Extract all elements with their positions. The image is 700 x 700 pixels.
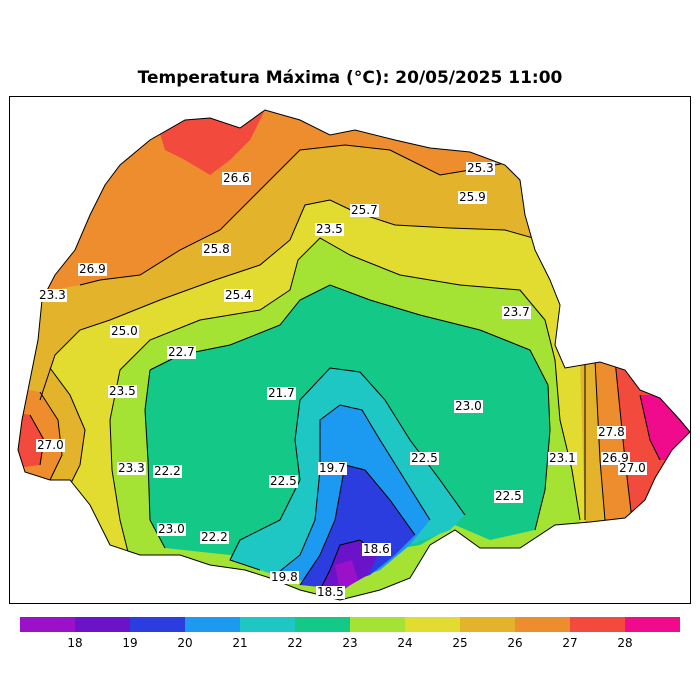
contour-label: 23.3: [117, 461, 146, 475]
contour-label: 22.7: [167, 345, 196, 359]
colorbar-segment: [350, 617, 405, 632]
contour-label: 25.7: [350, 203, 379, 217]
colorbar-segment: [515, 617, 570, 632]
colorbar-tick-label: 22: [287, 636, 303, 650]
contour-label: 25.0: [110, 324, 139, 338]
colorbar-segment: [570, 617, 625, 632]
colorbar-segment: [185, 617, 240, 632]
contour-label: 25.9: [458, 190, 487, 204]
contour-label: 18.5: [316, 585, 345, 599]
contour-label: 27.0: [618, 461, 647, 475]
colorbar-tick-label: 23: [342, 636, 358, 650]
colorbar-tick-label: 27: [562, 636, 578, 650]
contour-label: 23.5: [315, 222, 344, 236]
colorbar-tick-label: 25: [452, 636, 468, 650]
contour-label: 25.8: [202, 242, 231, 256]
band-west-27-28: [18, 410, 44, 470]
contour-label: 23.0: [454, 399, 483, 413]
contour-label: 26.9: [601, 451, 630, 465]
colorbar-tick-label: 21: [232, 636, 248, 650]
contour-label: 23.3: [38, 288, 67, 302]
colorbar-tick-label: 20: [177, 636, 193, 650]
band-below-18: [335, 560, 358, 592]
contour-label: 22.2: [200, 530, 229, 544]
contour-lines: [29, 144, 661, 591]
contour-label: 26.6: [222, 171, 251, 185]
contour-label: 22.5: [269, 474, 298, 488]
contour-label: 18.6: [362, 542, 391, 556]
contour-label: 23.1: [548, 451, 577, 465]
contour-label: 27.0: [36, 438, 65, 452]
band-26-27: [18, 110, 690, 300]
colorbar-tick-label: 24: [397, 636, 413, 650]
colorbar-segment: [240, 617, 295, 632]
contour-label: 22.5: [494, 489, 523, 503]
colorbar-segment: [625, 617, 680, 632]
contour-label: 26.9: [78, 262, 107, 276]
colorbar-segment: [130, 617, 185, 632]
contour-label: 22.5: [410, 451, 439, 465]
colorbar-segment: [295, 617, 350, 632]
colorbar: [20, 617, 680, 632]
colorbar-tick-label: 19: [122, 636, 138, 650]
colorbar-segment: [75, 617, 130, 632]
contour-label: 23.5: [108, 384, 137, 398]
contour-label: 19.8: [270, 570, 299, 584]
contour-label: 22.2: [153, 464, 182, 478]
colorbar-tick-label: 26: [507, 636, 523, 650]
colorbar-segment: [405, 617, 460, 632]
contour-label: 19.7: [318, 461, 347, 475]
contour-label: 21.7: [267, 386, 296, 400]
contour-label: 23.7: [502, 305, 531, 319]
contour-label: 25.4: [224, 288, 253, 302]
map-title: Temperatura Máxima (°C): 20/05/2025 11:0…: [137, 68, 563, 88]
state-outline: [17, 109, 691, 601]
colorbar-tick-label: 18: [67, 636, 83, 650]
colorbar-segment: [20, 617, 75, 632]
colorbar-segment: [460, 617, 515, 632]
contour-label: 25.3: [466, 161, 495, 175]
contour-label: 27.8: [597, 425, 626, 439]
contour-label: 23.0: [157, 522, 186, 536]
colorbar-tick-label: 28: [617, 636, 633, 650]
